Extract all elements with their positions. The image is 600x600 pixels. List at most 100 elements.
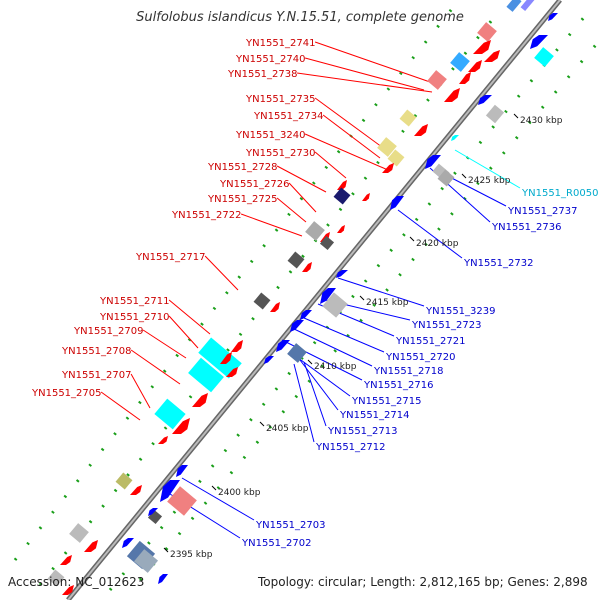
forward-leader-line [304, 133, 389, 171]
gene-block [287, 343, 307, 363]
forward-gene-label: YN1551_2738 [227, 69, 298, 80]
kbp-tick-label: 2425 kbp [468, 176, 511, 186]
forward-leader-line [204, 255, 239, 291]
forward-leader-line [142, 329, 187, 359]
gene-block [437, 169, 455, 187]
gene-block [115, 472, 133, 490]
forward-leader-line [314, 97, 387, 151]
reverse-gene-label: YN1551_2715 [351, 396, 422, 407]
forward-gene-arrow [60, 555, 72, 565]
reverse-gene-label: YN1551_2732 [463, 258, 534, 269]
reverse-gene-label: YN1551_2716 [363, 380, 434, 391]
forward-gene-label: YN1551_2710 [99, 312, 170, 323]
gene-block [305, 221, 325, 241]
reverse-gene-label: YN1551_2737 [507, 206, 578, 217]
gene-block [477, 22, 497, 42]
gene-features [47, 0, 558, 595]
forward-gene-arrow [484, 50, 500, 62]
reverse-gene-label: YN1551_2702 [241, 538, 312, 549]
forward-gene-label: YN1551_3240 [235, 130, 306, 141]
forward-gene-label: YN1551_2728 [207, 162, 278, 173]
accession-text: Accession: NC_012623 [8, 575, 145, 589]
gene-block [133, 549, 159, 573]
gene-block [333, 187, 351, 205]
forward-leader-line [314, 41, 431, 83]
gene-block [287, 251, 305, 269]
forward-gene-arrow [444, 88, 460, 102]
gene-block [188, 357, 224, 393]
forward-gene-arrow [226, 367, 238, 377]
forward-leader-line [130, 349, 181, 385]
gene-block [427, 70, 447, 90]
reverse-leader-line [293, 363, 315, 443]
kbp-labels: 2430 kbp 2425 kbp 2420 kbp 2415 kbp 2410 kbp… [170, 116, 563, 560]
kbp-tick-label: 2430 kbp [520, 116, 563, 126]
forward-gene-label: YN1551_2730 [245, 148, 316, 159]
reverse-gene-arrow [425, 155, 441, 169]
reverse-gene-arrow [478, 95, 492, 105]
forward-gene-label: YN1551_2725 [207, 194, 278, 205]
gene-labels: YN1551_2741 YN1551_2740 YN1551_2738 YN1551_… [31, 38, 598, 549]
gene-block [167, 486, 197, 516]
reverse-gene-arrow [176, 465, 188, 477]
forward-gene-arrow [62, 585, 74, 595]
forward-leader-line [297, 72, 433, 93]
forward-leader-line [168, 299, 211, 335]
reverse-gene-arrow [336, 270, 348, 278]
forward-gene-label: YN1551_2711 [99, 296, 170, 307]
rna-gene-label: YN1551_R0050 [521, 188, 598, 199]
forward-gene-arrow [337, 180, 347, 190]
reverse-gene-label: YN1551_2713 [327, 426, 398, 437]
gene-block [322, 292, 348, 318]
reverse-gene-arrow [530, 35, 548, 49]
forward-leader-line [168, 315, 199, 349]
forward-gene-arrow [362, 193, 370, 201]
kbp-tick-label: 2395 kbp [170, 550, 213, 560]
gene-block [253, 292, 271, 310]
forward-gene-label: YN1551_2708 [61, 346, 132, 357]
reverse-gene-arrow [320, 288, 336, 304]
reverse-leader-line [337, 277, 425, 307]
forward-gene-label: YN1551_2709 [73, 326, 144, 337]
reverse-gene-arrow [390, 196, 404, 210]
forward-gene-arrow [468, 60, 482, 72]
reverse-gene-label: YN1551_2703 [255, 520, 326, 531]
gene-block [399, 109, 417, 127]
forward-leader-line [130, 373, 151, 409]
kbp-tick-label: 2400 kbp [218, 488, 261, 498]
forward-gene-arrow [231, 340, 243, 352]
forward-leader-line [276, 165, 327, 193]
reverse-leader-line [303, 361, 327, 427]
forward-gene-arrow [84, 540, 98, 552]
forward-leader-line [288, 182, 317, 213]
forward-gene-arrow [473, 40, 491, 54]
forward-gene-arrow [158, 436, 168, 444]
forward-gene-label: YN1551_2705 [31, 388, 102, 399]
forward-gene-label: YN1551_2717 [135, 252, 206, 263]
forward-leader-line [240, 213, 303, 237]
gene-block [198, 337, 242, 379]
forward-leader-line [100, 391, 141, 421]
forward-gene-arrow [130, 485, 142, 495]
kbp-tick-label: 2405 kbp [266, 424, 309, 434]
forward-gene-arrow [192, 393, 208, 407]
reverse-gene-label: YN1551_2714 [339, 410, 410, 421]
genome-backbone [66, 0, 562, 600]
genome-summary: Topology: circular; Length: 2,812,165 bp… [258, 575, 588, 589]
forward-leader-line [304, 57, 425, 91]
forward-gene-label: YN1551_2740 [235, 54, 306, 65]
forward-gene-label: YN1551_2707 [61, 370, 132, 381]
forward-gene-arrow [270, 302, 280, 312]
forward-gene-label: YN1551_2722 [171, 210, 242, 221]
gene-block [154, 398, 186, 430]
forward-leader-line [322, 114, 381, 159]
reverse-gene-arrow [160, 480, 180, 502]
reverse-gene-arrow [451, 135, 459, 141]
gene-block [47, 569, 65, 587]
forward-gene-label: YN1551_2735 [245, 94, 316, 105]
gene-block [377, 137, 397, 157]
reverse-gene-arrow [300, 310, 312, 320]
reverse-gene-arrow [548, 13, 558, 21]
reverse-gene-arrow [276, 340, 290, 352]
